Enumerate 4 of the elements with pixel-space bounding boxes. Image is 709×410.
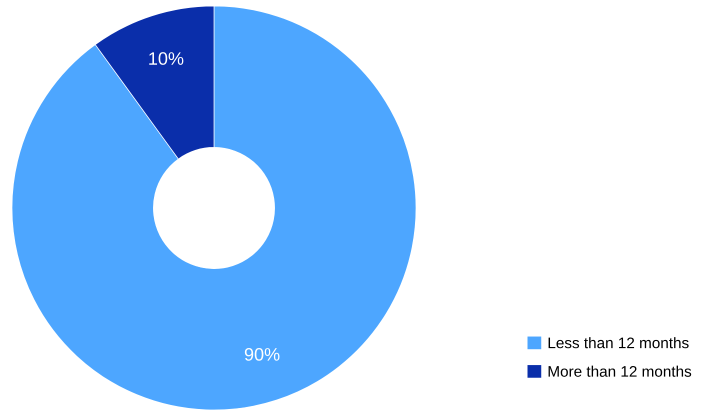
legend-label: Less than 12 months [548, 337, 689, 348]
data-label: 10% [149, 52, 184, 65]
data-label: 90% [244, 348, 280, 361]
legend-label: More than 12 months [548, 366, 692, 377]
